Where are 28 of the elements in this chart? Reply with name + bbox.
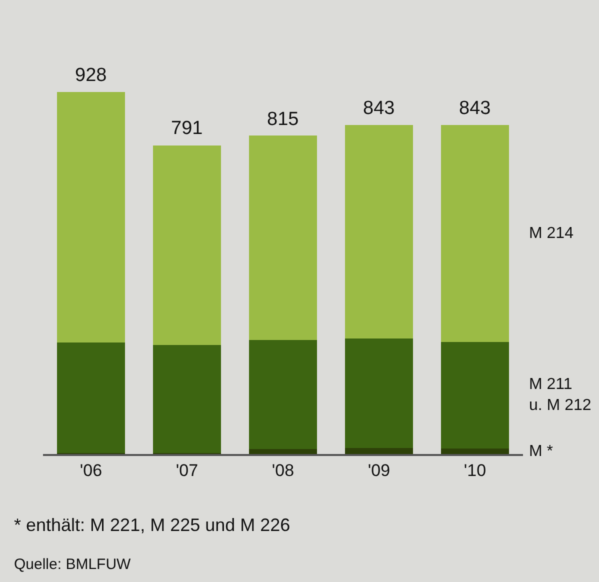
series-label: M 214 xyxy=(529,225,574,242)
annotation: 928 xyxy=(75,65,107,86)
series-label: M * xyxy=(529,443,553,460)
annotation: 843 xyxy=(363,98,395,119)
bar xyxy=(344,125,414,338)
series-label: M 211 u. M 212 xyxy=(529,376,592,414)
bar xyxy=(248,136,318,340)
bar xyxy=(344,338,414,448)
x-tick-label: '09 xyxy=(368,461,390,480)
bar xyxy=(440,125,510,342)
x-tick-label: '06 xyxy=(80,461,102,480)
bar xyxy=(56,92,126,342)
bar xyxy=(152,345,222,453)
bar xyxy=(440,448,510,454)
x-tick-label: '10 xyxy=(464,461,486,480)
bar xyxy=(440,342,510,449)
x-tick-label: '08 xyxy=(272,461,294,480)
bar xyxy=(344,448,414,454)
source-note: Quelle: BMLFUW xyxy=(14,556,132,573)
bar xyxy=(152,145,222,345)
annotation: 815 xyxy=(267,109,299,130)
bar xyxy=(248,448,318,454)
x-tick-label: '07 xyxy=(176,461,198,480)
text: * enthält: M 221, M 225 und M 226 xyxy=(14,515,290,535)
bar xyxy=(56,342,126,453)
annotation: 791 xyxy=(171,118,203,139)
bar xyxy=(248,340,318,449)
annotation: 843 xyxy=(459,98,491,119)
